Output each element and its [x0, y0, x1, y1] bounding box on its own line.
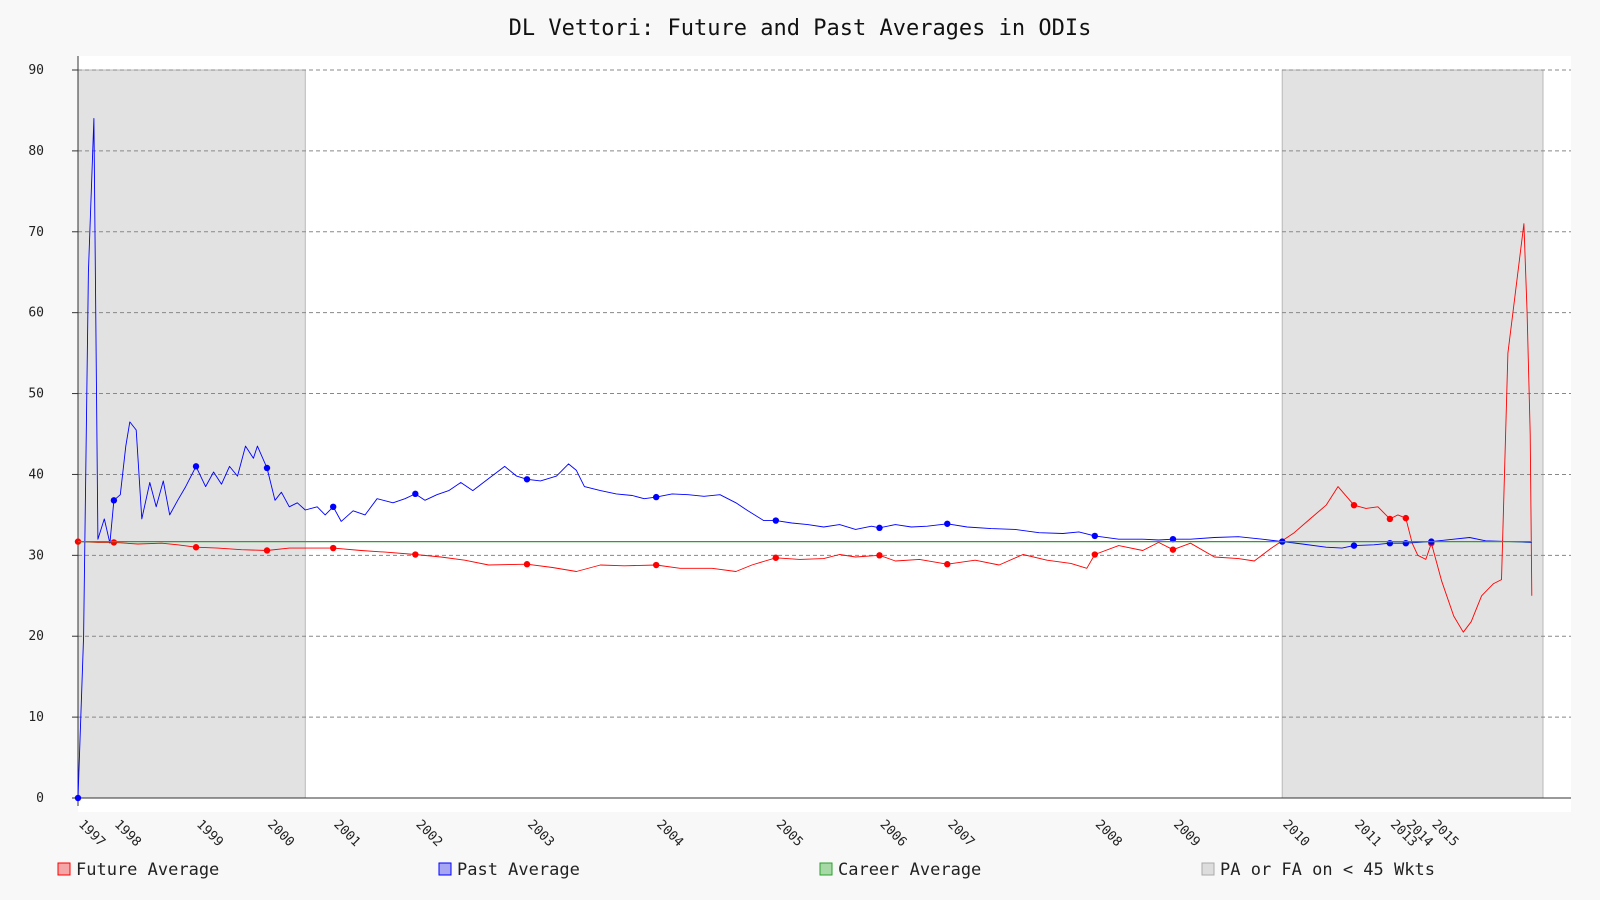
marker-future-average-13 [1169, 546, 1177, 553]
marker-past-average-12 [1091, 532, 1099, 540]
y-tick-label-10: 10 [28, 710, 44, 725]
legend-swatch-pa-or-fa-on-45-wkts [1201, 862, 1215, 876]
x-tick-label-2009: 2009 [1170, 817, 1203, 850]
marker-past-average-2 [110, 497, 118, 504]
chart-title: DL Vettori: Future and Past Averages in … [509, 16, 1092, 41]
marker-past-average-6 [412, 490, 419, 498]
legend-swatch-career-average [819, 862, 833, 876]
x-tick-label-2002: 2002 [413, 817, 446, 850]
legend: Future Average Past Average Career Average… [57, 860, 1435, 880]
y-tick-label-30: 30 [28, 548, 44, 563]
marker-future-average-12 [1091, 551, 1099, 558]
x-tick-label-2005: 2005 [773, 817, 806, 850]
y-tick-label-90: 90 [28, 63, 44, 78]
series-line-future-average [77, 223, 1533, 633]
marker-future-average-5 [329, 544, 337, 552]
series-group [74, 118, 1533, 802]
x-tick-label-2010: 2010 [1279, 817, 1312, 850]
marker-past-average-7 [523, 476, 531, 483]
marker-past-average-17 [1402, 540, 1410, 547]
marker-past-average-11 [944, 520, 951, 527]
marker-past-average-15 [1350, 542, 1358, 549]
x-tick-label-2004: 2004 [653, 817, 686, 850]
x-tick-label-2007: 2007 [944, 817, 977, 850]
marker-future-average-7 [523, 561, 531, 568]
y-tick-label-0: 0 [36, 791, 44, 806]
marker-future-average-9 [772, 554, 780, 561]
marker-past-average-4 [263, 464, 271, 472]
marker-past-average-13 [1169, 535, 1177, 543]
marker-future-average-14 [1350, 501, 1358, 509]
marker-past-average-5 [329, 503, 337, 510]
shaded-region-1 [77, 69, 306, 799]
x-tick-label-1999: 1999 [193, 817, 226, 850]
marker-past-average-1 [74, 794, 82, 802]
y-tick-label-70: 70 [28, 225, 44, 240]
legend-swatch-future-average [57, 862, 71, 876]
x-tick-label-2008: 2008 [1092, 817, 1125, 850]
marker-future-average-15 [1386, 515, 1394, 523]
x-tick-label-1997: 1997 [75, 817, 108, 850]
marker-past-average-8 [652, 493, 660, 501]
y-tick-label-40: 40 [28, 467, 44, 482]
x-tick-label-2000: 2000 [264, 817, 297, 850]
x-tick-label-2003: 2003 [524, 817, 557, 850]
legend-label-pa-or-fa-on-45-wkts: PA or FA on < 45 Wkts [1220, 860, 1435, 880]
x-tick-label-2001: 2001 [330, 817, 363, 850]
marker-future-average-2 [110, 539, 118, 546]
marker-future-average-10 [876, 552, 883, 559]
marker-past-average-3 [192, 463, 200, 470]
marker-future-average-6 [412, 551, 419, 558]
series-line-past-average [77, 118, 1532, 799]
y-tick-label-80: 80 [28, 144, 44, 159]
y-tick-label-20: 20 [28, 629, 44, 644]
marker-past-average-9 [772, 517, 780, 524]
shaded-region-2 [1281, 69, 1544, 799]
marker-past-average-16 [1386, 540, 1394, 547]
marker-future-average-3 [192, 544, 200, 551]
y-tick-label-60: 60 [28, 306, 44, 321]
x-tick-label-2015: 2015 [1429, 817, 1462, 850]
legend-swatch-past-average [438, 862, 452, 876]
legend-label-future-average: Future Average [76, 860, 219, 880]
x-tick-label-2006: 2006 [877, 817, 910, 850]
x-tick-label-2011: 2011 [1351, 817, 1384, 850]
shaded-regions [77, 69, 1544, 799]
marker-future-average-8 [652, 561, 660, 569]
marker-future-average-4 [263, 547, 271, 554]
marker-past-average-10 [876, 524, 883, 532]
legend-label-career-average: Career Average [838, 860, 981, 880]
grid-lines [78, 69, 1571, 718]
marker-future-average-16 [1402, 514, 1410, 522]
legend-label-past-average: Past Average [457, 860, 580, 880]
y-tick-label-50: 50 [28, 387, 44, 402]
marker-future-average-11 [944, 561, 951, 568]
x-tick-label-1998: 1998 [111, 817, 144, 850]
